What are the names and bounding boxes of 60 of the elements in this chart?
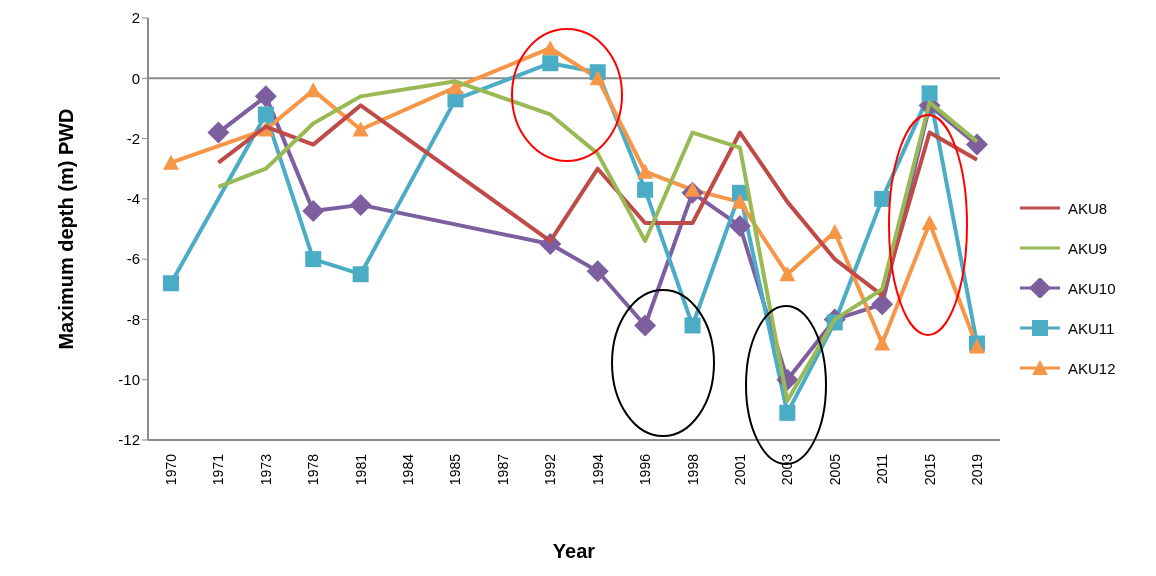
x-tick-label: 2011 <box>874 453 891 485</box>
point <box>684 317 701 334</box>
x-tick-label: 1981 <box>352 453 369 486</box>
point <box>254 85 277 108</box>
point <box>589 70 606 86</box>
legend-label: AKU11 <box>1068 319 1115 337</box>
legend-label: AKU9 <box>1068 239 1108 257</box>
point <box>542 55 559 72</box>
x-tick-label: 1994 <box>589 453 606 486</box>
y-tick-label: -2 <box>126 129 140 147</box>
point <box>302 199 325 222</box>
x-tick-label: 1987 <box>494 453 511 486</box>
point <box>921 214 938 230</box>
x-tick-label: 2001 <box>731 453 748 486</box>
point <box>207 121 230 144</box>
legend-label: AKU8 <box>1068 199 1108 217</box>
x-tick-label: 1985 <box>447 453 464 486</box>
point <box>542 40 559 56</box>
point <box>731 193 748 209</box>
x-axis-title: Year <box>552 540 596 562</box>
point <box>966 133 988 156</box>
point <box>874 190 891 207</box>
point <box>352 266 369 283</box>
point <box>728 214 751 237</box>
x-tick-label: 2005 <box>826 453 843 486</box>
point <box>352 121 369 137</box>
point <box>634 314 657 337</box>
legend-label: AKU12 <box>1068 359 1116 377</box>
y-tick-label: 2 <box>131 9 140 27</box>
x-tick-label: 1978 <box>305 453 322 486</box>
legend-label: AKU10 <box>1068 279 1116 297</box>
y-tick-label: -4 <box>126 190 140 208</box>
x-tick-label: 1998 <box>684 453 701 486</box>
x-tick-label: 1992 <box>542 453 559 486</box>
x-tick-label: 1984 <box>400 453 417 486</box>
y-tick-label: -6 <box>126 250 140 268</box>
point <box>586 260 609 283</box>
x-tick-label: 2019 <box>969 453 985 486</box>
y-tick-label: -12 <box>118 431 140 449</box>
point <box>637 181 654 198</box>
x-tick-label: 2015 <box>921 453 938 486</box>
point <box>163 154 179 170</box>
point <box>637 163 654 179</box>
point <box>874 335 891 351</box>
y-axis-title: Maximum depth (m) PWD <box>55 108 78 350</box>
y-tick-label: -10 <box>118 371 140 389</box>
y-tick-label: 0 <box>131 69 140 87</box>
x-tick-label: 1970 <box>163 453 179 486</box>
point <box>871 293 894 316</box>
point <box>163 275 179 292</box>
y-tick-label: -8 <box>126 310 140 328</box>
point <box>779 404 796 421</box>
point <box>305 251 322 268</box>
point <box>349 193 372 216</box>
x-tick-label: 1996 <box>637 453 654 486</box>
x-tick-label: 1971 <box>210 453 227 486</box>
x-tick-label: 1973 <box>257 453 274 486</box>
point <box>779 266 796 282</box>
point <box>921 85 938 102</box>
point <box>257 106 274 123</box>
